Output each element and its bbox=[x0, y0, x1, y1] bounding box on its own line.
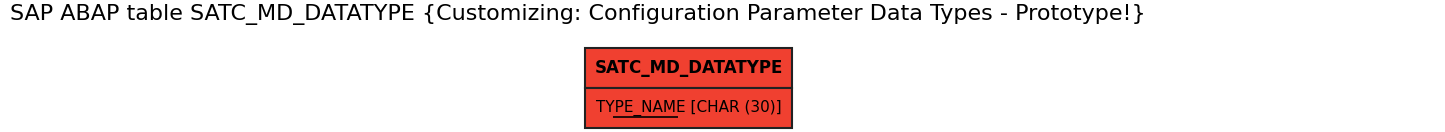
Text: SAP ABAP table SATC_MD_DATATYPE {Customizing: Configuration Parameter Data Types: SAP ABAP table SATC_MD_DATATYPE {Customi… bbox=[10, 4, 1146, 25]
Bar bbox=[585, 88, 792, 128]
Bar bbox=[585, 48, 792, 88]
Text: TYPE_NAME [CHAR (30)]: TYPE_NAME [CHAR (30)] bbox=[595, 100, 782, 116]
Text: SATC_MD_DATATYPE: SATC_MD_DATATYPE bbox=[594, 59, 783, 77]
